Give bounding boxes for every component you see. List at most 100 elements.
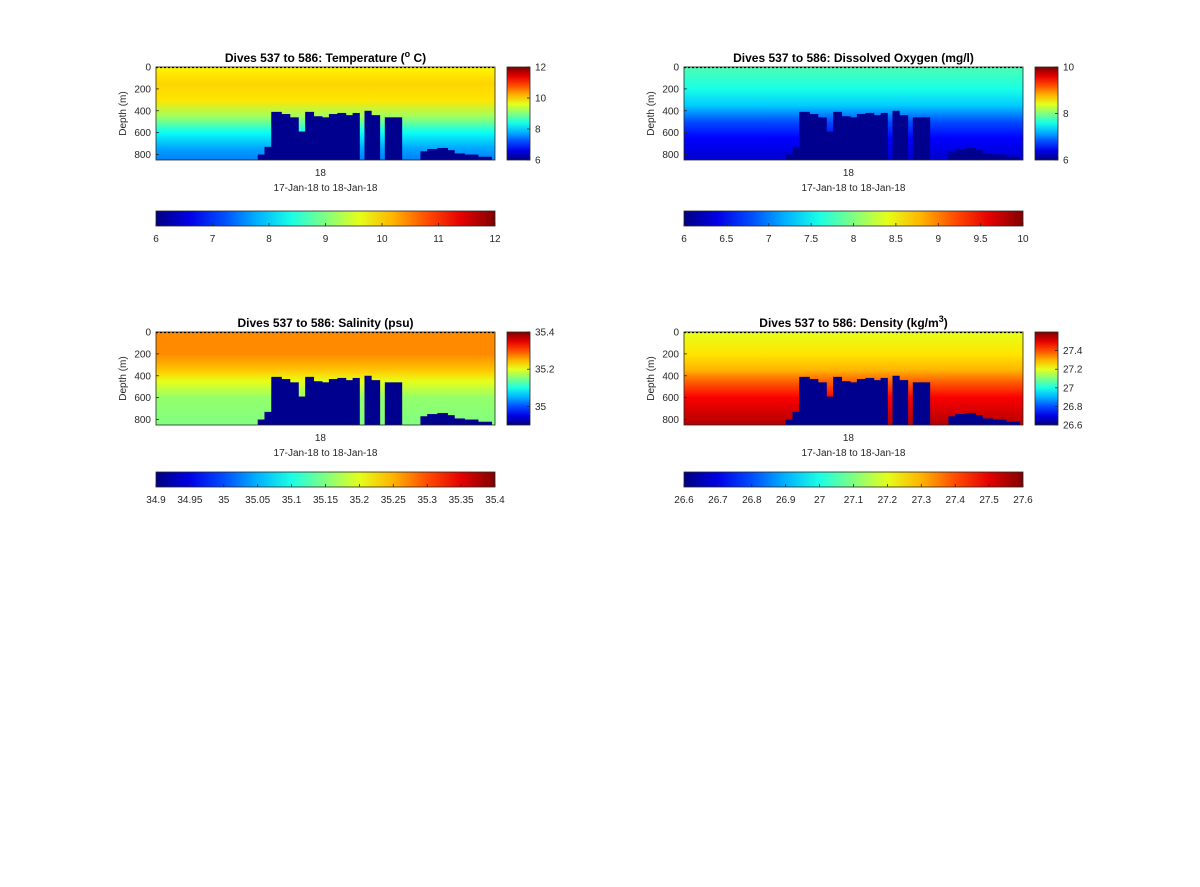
y-tick-label: 600: [134, 393, 151, 404]
y-tick-label: 200: [134, 349, 151, 360]
panel-oxygen: 0 200 400 600 800 Depth (m) 18 17-Jan-18 to 18-…: [646, 51, 1075, 245]
mask-block: [313, 381, 323, 425]
mask-block: [799, 111, 810, 160]
bottom-colorbar-tick-label: 11: [433, 234, 444, 245]
mask-block: [880, 112, 888, 160]
mask-block: [393, 117, 403, 160]
bottom-colorbar-tick-label: 9: [323, 234, 329, 245]
mask-block: [841, 116, 851, 160]
mask-block: [337, 377, 347, 425]
mask-block: [298, 131, 306, 160]
mask-block: [948, 416, 956, 425]
y-tick-label: 400: [134, 371, 151, 382]
bottom-colorbar-tick-label: 12: [489, 234, 501, 245]
mask-block: [328, 379, 338, 425]
mask-block: [899, 380, 909, 425]
mask-block: [826, 396, 834, 425]
bottom-colorbar-tick-label: 35.4: [485, 495, 505, 506]
mask-block: [841, 381, 851, 425]
y-axis-label: Depth (m): [646, 91, 657, 135]
mask-block: [992, 154, 1007, 160]
mask-block: [921, 117, 931, 160]
y-tick-label: 800: [134, 415, 151, 426]
mask-block: [873, 380, 882, 425]
mask-block: [337, 112, 347, 160]
side-colorbar-tick-label: 6: [1063, 156, 1069, 167]
mask-block: [809, 114, 819, 160]
mask-block: [393, 382, 403, 425]
bottom-colorbar-tick-label: 6.5: [719, 234, 733, 245]
side-colorbar-tick-label: 35: [535, 402, 547, 413]
y-tick-label: 600: [662, 128, 679, 139]
bottom-colorbar-tick-label: 27.6: [1013, 495, 1033, 506]
bottom-colorbar-tick-label: 35.25: [381, 495, 406, 506]
y-tick-label: 400: [662, 371, 679, 382]
side-colorbar-tick-label: 12: [535, 63, 547, 74]
mask-block: [371, 380, 381, 425]
mask-block: [305, 111, 315, 160]
mask-block: [850, 117, 858, 160]
bottom-colorbar-tick-label: 27.2: [878, 495, 898, 506]
side-colorbar-tick-label: 10: [535, 94, 547, 105]
bottom-colorbar-tick-label: 26.6: [674, 495, 694, 506]
mask-block: [313, 116, 323, 160]
y-axis-label: Depth (m): [118, 356, 129, 400]
bottom-colorbar-tick-label: 10: [1017, 234, 1029, 245]
mask-block: [427, 149, 438, 160]
bottom-colorbar-tick-label: 35.05: [245, 495, 270, 506]
mask-block: [420, 151, 428, 160]
bottom-colorbar-tick-label: 27.5: [979, 495, 999, 506]
mask-block: [305, 376, 315, 425]
side-colorbar: [1034, 331, 1059, 426]
bottom-colorbar-tick-label: 8: [851, 234, 857, 245]
y-tick-label: 200: [662, 84, 679, 95]
bottom-colorbar-tick-label: 27.1: [844, 495, 864, 506]
mask-block: [965, 147, 976, 160]
bottom-colorbar-tick-label: 8: [266, 234, 272, 245]
mask-block: [817, 382, 827, 425]
mask-block: [454, 418, 465, 425]
side-colorbar-tick-label: 26.8: [1063, 402, 1083, 413]
y-tick-label: 200: [662, 349, 679, 360]
chart-title: Dives 537 to 586: Temperature (o C): [225, 49, 426, 65]
side-colorbar: [1034, 66, 1059, 161]
y-tick-label: 800: [662, 415, 679, 426]
side-colorbar-tick-label: 27: [1063, 383, 1075, 394]
mask-block: [345, 115, 354, 160]
mask-block: [264, 146, 272, 160]
mask-block: [447, 150, 455, 160]
mask-block: [975, 415, 983, 425]
y-tick-label: 600: [662, 393, 679, 404]
mask-block: [464, 154, 479, 160]
mask-block: [948, 151, 956, 160]
y-tick-label: 400: [134, 106, 151, 117]
bottom-colorbar-tick-label: 26.7: [708, 495, 728, 506]
mask-block: [799, 376, 810, 425]
side-colorbar: [506, 331, 531, 426]
bottom-colorbar-tick-label: 35.2: [350, 495, 370, 506]
mask-block: [792, 411, 800, 425]
side-colorbar-tick-label: 26.6: [1063, 421, 1083, 432]
mask-block: [478, 421, 493, 425]
mask-block: [437, 147, 448, 160]
y-tick-label: 200: [134, 84, 151, 95]
mask-block: [420, 416, 428, 425]
mask-block: [856, 114, 866, 160]
mask-block: [322, 117, 330, 160]
bottom-colorbar-tick-label: 34.9: [146, 495, 166, 506]
mask-block: [865, 112, 875, 160]
mask-block: [271, 376, 282, 425]
y-tick-label: 600: [134, 128, 151, 139]
mask-block: [792, 146, 800, 160]
mask-block: [856, 379, 866, 425]
x-tick-label: 18: [315, 168, 327, 179]
side-colorbar-tick-label: 8: [1063, 109, 1069, 120]
bottom-colorbar-tick-label: 7: [210, 234, 216, 245]
mask-block: [478, 156, 493, 160]
x-axis-label: 17-Jan-18 to 18-Jan-18: [802, 448, 906, 459]
mask-block: [992, 419, 1007, 425]
y-tick-label: 400: [662, 106, 679, 117]
mask-block: [850, 382, 858, 425]
side-colorbar-tick-label: 27.2: [1063, 365, 1083, 376]
mask-block: [809, 379, 819, 425]
